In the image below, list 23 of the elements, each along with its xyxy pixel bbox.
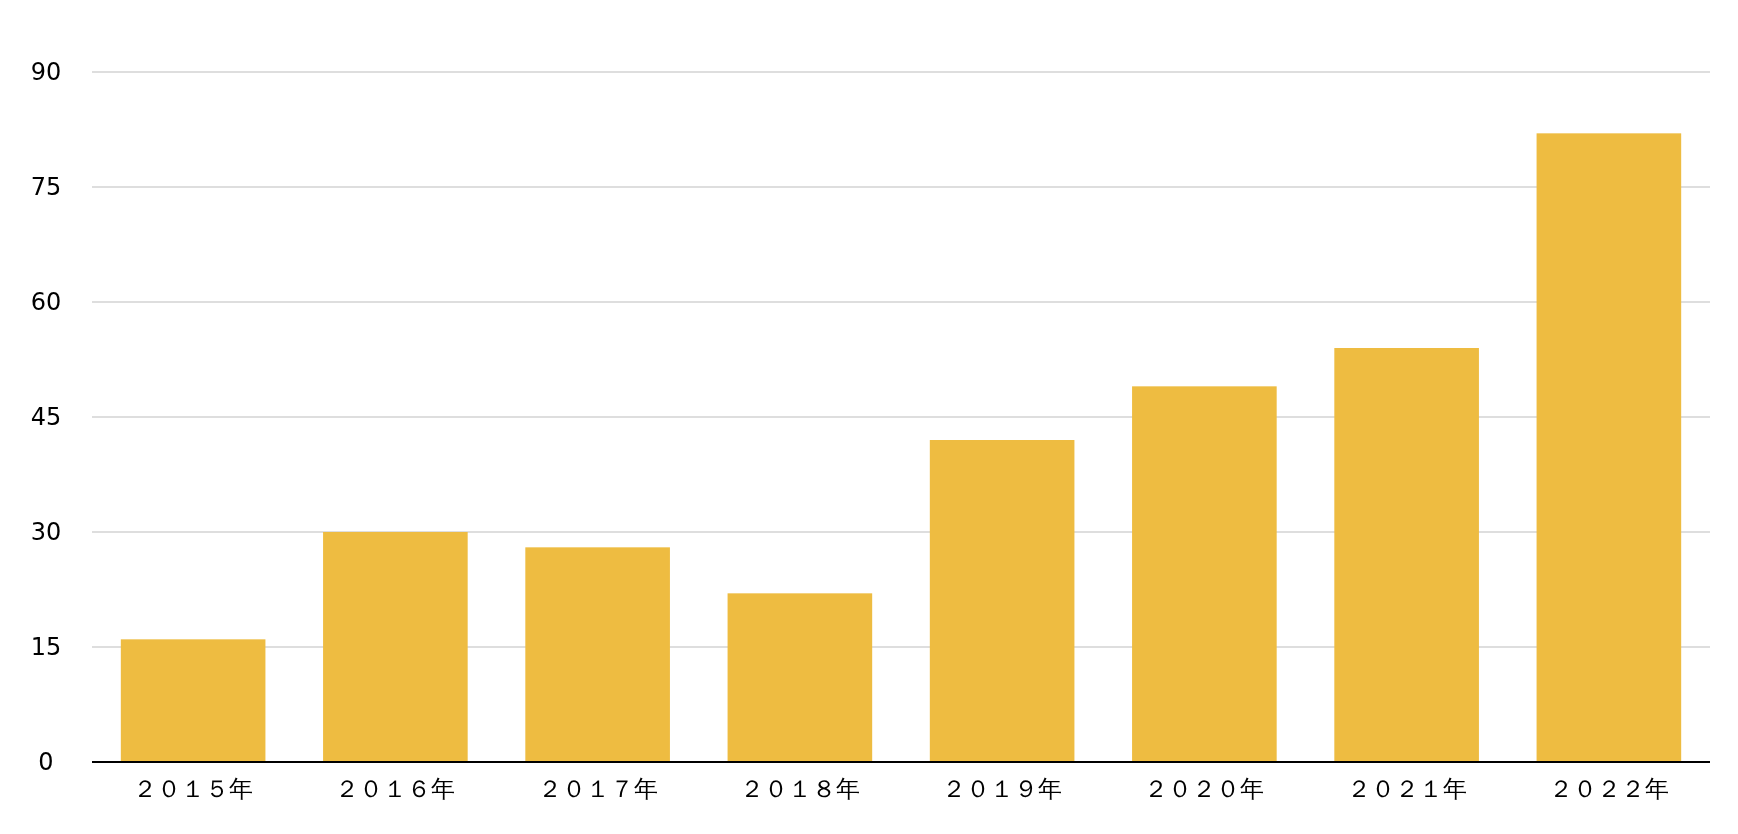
x-tick-label: ２０２０年: [1144, 775, 1265, 803]
y-tick-label: 30: [30, 518, 62, 546]
bar: [120, 639, 266, 762]
x-tick-label: ２０２１年: [1346, 775, 1467, 803]
y-tick-label: 0: [38, 748, 54, 776]
x-tick-label: ２０１６年: [335, 775, 456, 803]
x-tick-label: ２０１９年: [942, 775, 1063, 803]
y-tick-label: 75: [30, 173, 62, 201]
y-tick-label: 15: [30, 633, 62, 661]
x-tick-label: ２０１７年: [537, 775, 658, 803]
bar: [1536, 133, 1682, 762]
y-tick-label: 90: [30, 58, 62, 86]
x-tick-label: ２０２２年: [1548, 775, 1669, 803]
bar: [929, 440, 1075, 762]
y-tick-label: 45: [30, 403, 62, 431]
y-tick-label: 60: [30, 288, 62, 316]
bar: [323, 532, 468, 762]
bar: [1334, 348, 1479, 762]
x-tick-label: ２０１８年: [739, 775, 860, 803]
bar: [525, 547, 670, 762]
bar: [1132, 386, 1277, 762]
x-tick-label: ２０１５年: [133, 775, 254, 803]
bar: [727, 593, 873, 762]
